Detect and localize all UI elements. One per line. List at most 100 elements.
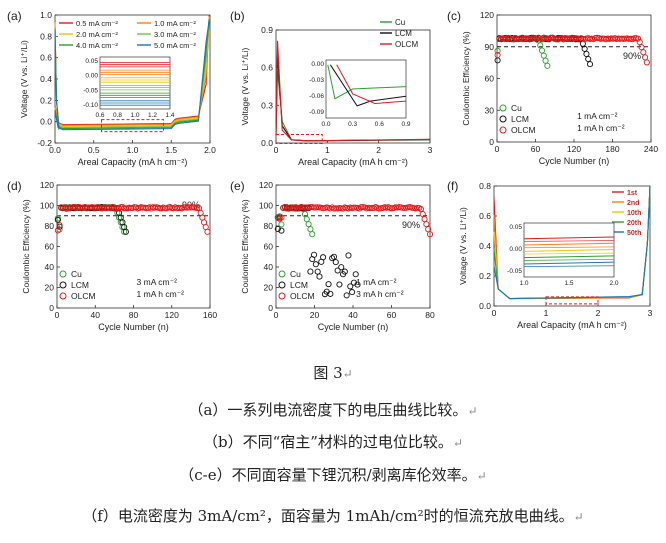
inset-series-line <box>523 242 615 246</box>
x-tick-label: 120 <box>165 310 179 320</box>
data-point <box>121 228 128 235</box>
data-point <box>535 37 542 44</box>
inset-x-tick-label: 0.8 <box>113 112 122 119</box>
data-point <box>204 228 211 235</box>
data-point <box>312 261 319 268</box>
condition-label: 3 mA cm⁻² <box>137 277 178 287</box>
x-tick-label: 40 <box>348 310 358 320</box>
data-point <box>419 211 426 218</box>
inset-series-line <box>336 64 407 105</box>
inset-series-line <box>523 261 615 265</box>
data-point <box>329 255 336 262</box>
legend-label: LCM <box>290 280 308 290</box>
legend-label: Cu <box>395 18 405 27</box>
y-tick-label: 120 <box>40 180 54 190</box>
inset-y-tick-label: -0.03 <box>309 77 324 84</box>
data-point <box>547 34 554 41</box>
data-point <box>494 57 501 64</box>
data-point <box>307 268 314 275</box>
zoom-region-box <box>101 119 164 133</box>
y-tick-label: 0.0 <box>479 301 491 311</box>
x-tick-label: 0 <box>492 308 497 318</box>
x-tick-label: 2 <box>596 308 601 318</box>
panel-f: 0 1 2 3 0.0 0.2 0.4 0.6 0.8 Areal Capacity (mA h … <box>458 181 653 330</box>
y-tick-label: 0.0 <box>261 138 273 148</box>
data-point <box>414 205 421 212</box>
legend-swatch <box>59 270 67 278</box>
inset-series-line <box>523 255 615 259</box>
data-point <box>305 221 312 228</box>
series-line <box>54 14 210 126</box>
legend-swatch <box>59 281 67 289</box>
x-tick-label: 1.0 <box>127 145 139 155</box>
inset-y-tick-label: -0.05 <box>83 87 98 94</box>
data-point <box>338 264 345 271</box>
inset-series-line <box>523 252 615 255</box>
data-point <box>494 52 501 59</box>
data-point <box>345 252 352 259</box>
panel-e: 0 20 40 60 80 0 20 40 60 80 100 120 Cycle Number (n)… <box>240 180 435 332</box>
y-tick-label: 0.6 <box>261 63 273 73</box>
figure-label: 图 3↵ <box>313 364 353 382</box>
x-tick-label: 0.5 <box>88 145 100 155</box>
inset-x-tick-label: 0.0 <box>321 121 330 128</box>
x-tick-label: 1 <box>325 145 330 155</box>
y-tick-label: 0.8 <box>479 181 491 191</box>
data-point <box>307 226 314 233</box>
inset-x-tick-label: 0.6 <box>375 121 384 128</box>
x-tick-label: 1.5 <box>165 145 177 155</box>
data-point <box>421 216 428 223</box>
data-point <box>330 253 338 260</box>
inset-y-tick-label: -0.05 <box>507 268 522 275</box>
y-tick-label: 0.6 <box>40 53 52 63</box>
inset-series-line <box>329 64 407 107</box>
x-tick-label: 3 <box>428 145 433 155</box>
x-axis-label: Cycle Number (n) <box>318 322 389 332</box>
y-tick-label: 0.4 <box>40 74 52 84</box>
legend-swatch <box>499 104 507 112</box>
legend-swatch <box>59 292 67 300</box>
y-axis-label: Voltage (V vs. Li⁺/Li) <box>19 40 29 118</box>
y-tick-label: -0.2 <box>37 138 52 148</box>
y-axis-label: Voltage (V vs. Li⁺/Li) <box>458 207 468 285</box>
legend-swatch <box>278 270 286 278</box>
y-tick-label: 0.8 <box>40 31 52 41</box>
y-tick-label: 0.0 <box>40 117 52 127</box>
data-point <box>643 59 650 66</box>
x-tick-label: 80 <box>129 310 139 320</box>
data-point <box>640 49 647 56</box>
data-point <box>642 54 649 61</box>
legend-swatch <box>499 115 507 123</box>
plot-frame <box>275 29 431 144</box>
legend-label: 3.0 mA cm⁻² <box>154 30 196 39</box>
data-point <box>538 47 546 54</box>
legend-label: OLCM <box>395 40 418 49</box>
data-point <box>585 55 592 63</box>
data-point <box>352 271 359 278</box>
x-tick-label: 20 <box>310 310 320 320</box>
legend-label: Cu <box>511 103 522 113</box>
x-tick-label: 160 <box>203 310 217 320</box>
x-axis-label: Cycle Number (n) <box>539 156 610 166</box>
panel-d: 0 40 80 120 160 0 20 40 60 80 100 120 Cycle Number (… <box>21 180 217 332</box>
legend-swatch <box>278 281 286 289</box>
legend-label: OLCM <box>71 291 96 301</box>
panel-label: (f) <box>447 179 458 193</box>
series-line <box>54 20 210 131</box>
panel-c: 0 60 120 180 240 0 30 60 90 120 Cycle Number (n) Co… <box>461 10 658 166</box>
legend-label: 0.5 mA cm⁻² <box>76 19 118 28</box>
y-tick-label: 20 <box>264 283 274 293</box>
y-tick-label: 80 <box>45 221 55 231</box>
legend-label: Cu <box>71 269 82 279</box>
data-point <box>54 216 61 223</box>
y-tick-label: 100 <box>40 201 54 211</box>
legend-label: LCM <box>511 114 529 124</box>
x-tick-label: 2 <box>376 145 381 155</box>
data-point <box>278 214 285 221</box>
y-tick-label: 80 <box>264 221 274 231</box>
condition-label: 3 mA h cm⁻² <box>356 289 404 299</box>
inset-series-line <box>523 240 615 242</box>
condition-label: 1 mA h cm⁻² <box>577 123 625 133</box>
panel-a: 0.0 0.5 1.0 1.5 2.0-0.20.00.20.40.60.81.0Are… <box>19 10 216 167</box>
data-point <box>278 221 285 228</box>
